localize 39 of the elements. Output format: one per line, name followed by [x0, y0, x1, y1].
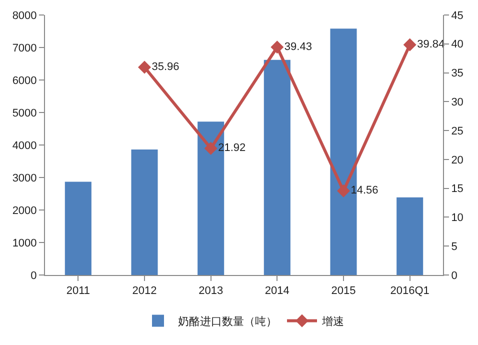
y2-tick-label: 15 [451, 183, 464, 196]
bar [131, 150, 158, 275]
x-tick-label: 2016Q1 [390, 285, 430, 298]
y-tick-label: 6000 [12, 74, 37, 87]
point [403, 38, 416, 52]
y2-tick-label: 45 [451, 10, 464, 22]
y2-tick-label: 30 [451, 96, 464, 109]
legend-label: 奶酪进口数量（吨） [178, 314, 277, 328]
x-tick-label: 2014 [264, 285, 290, 298]
point [138, 60, 151, 74]
y2-tick-label: 35 [451, 68, 464, 80]
y2-tick-label: 40 [451, 38, 464, 51]
x-tick-label: 2012 [132, 285, 157, 298]
point [337, 184, 350, 198]
y2-tick-label: 20 [451, 154, 464, 166]
y-tick-label: 3000 [12, 172, 37, 184]
data-label: 39.43 [284, 40, 312, 53]
legend-label: 增速 [321, 314, 344, 328]
y2-tick-label: 25 [451, 125, 464, 138]
y2-tick-label: 5 [451, 240, 458, 253]
x-tick-label: 2011 [66, 285, 90, 298]
y-tick-label: 4000 [12, 140, 37, 152]
bar [64, 182, 92, 275]
y-tick-label: 5000 [12, 107, 37, 120]
y-tick-label: 7000 [12, 42, 37, 54]
bar [396, 197, 424, 275]
data-label: 35.96 [152, 60, 180, 73]
point [204, 142, 218, 155]
data-label: 39.84 [417, 38, 445, 51]
y-tick-label: 0 [30, 270, 37, 282]
bar [264, 60, 290, 275]
y2-tick-label: 0 [451, 270, 458, 282]
y-tick-label: 8000 [12, 10, 37, 22]
y-tick-label: 2000 [12, 204, 37, 217]
x-tick-label: 2015 [331, 285, 356, 298]
y-tick-label: 1000 [12, 237, 37, 250]
y2-tick-label: 10 [451, 212, 464, 224]
point [270, 40, 284, 54]
x-tick-label: 2013 [198, 285, 224, 298]
